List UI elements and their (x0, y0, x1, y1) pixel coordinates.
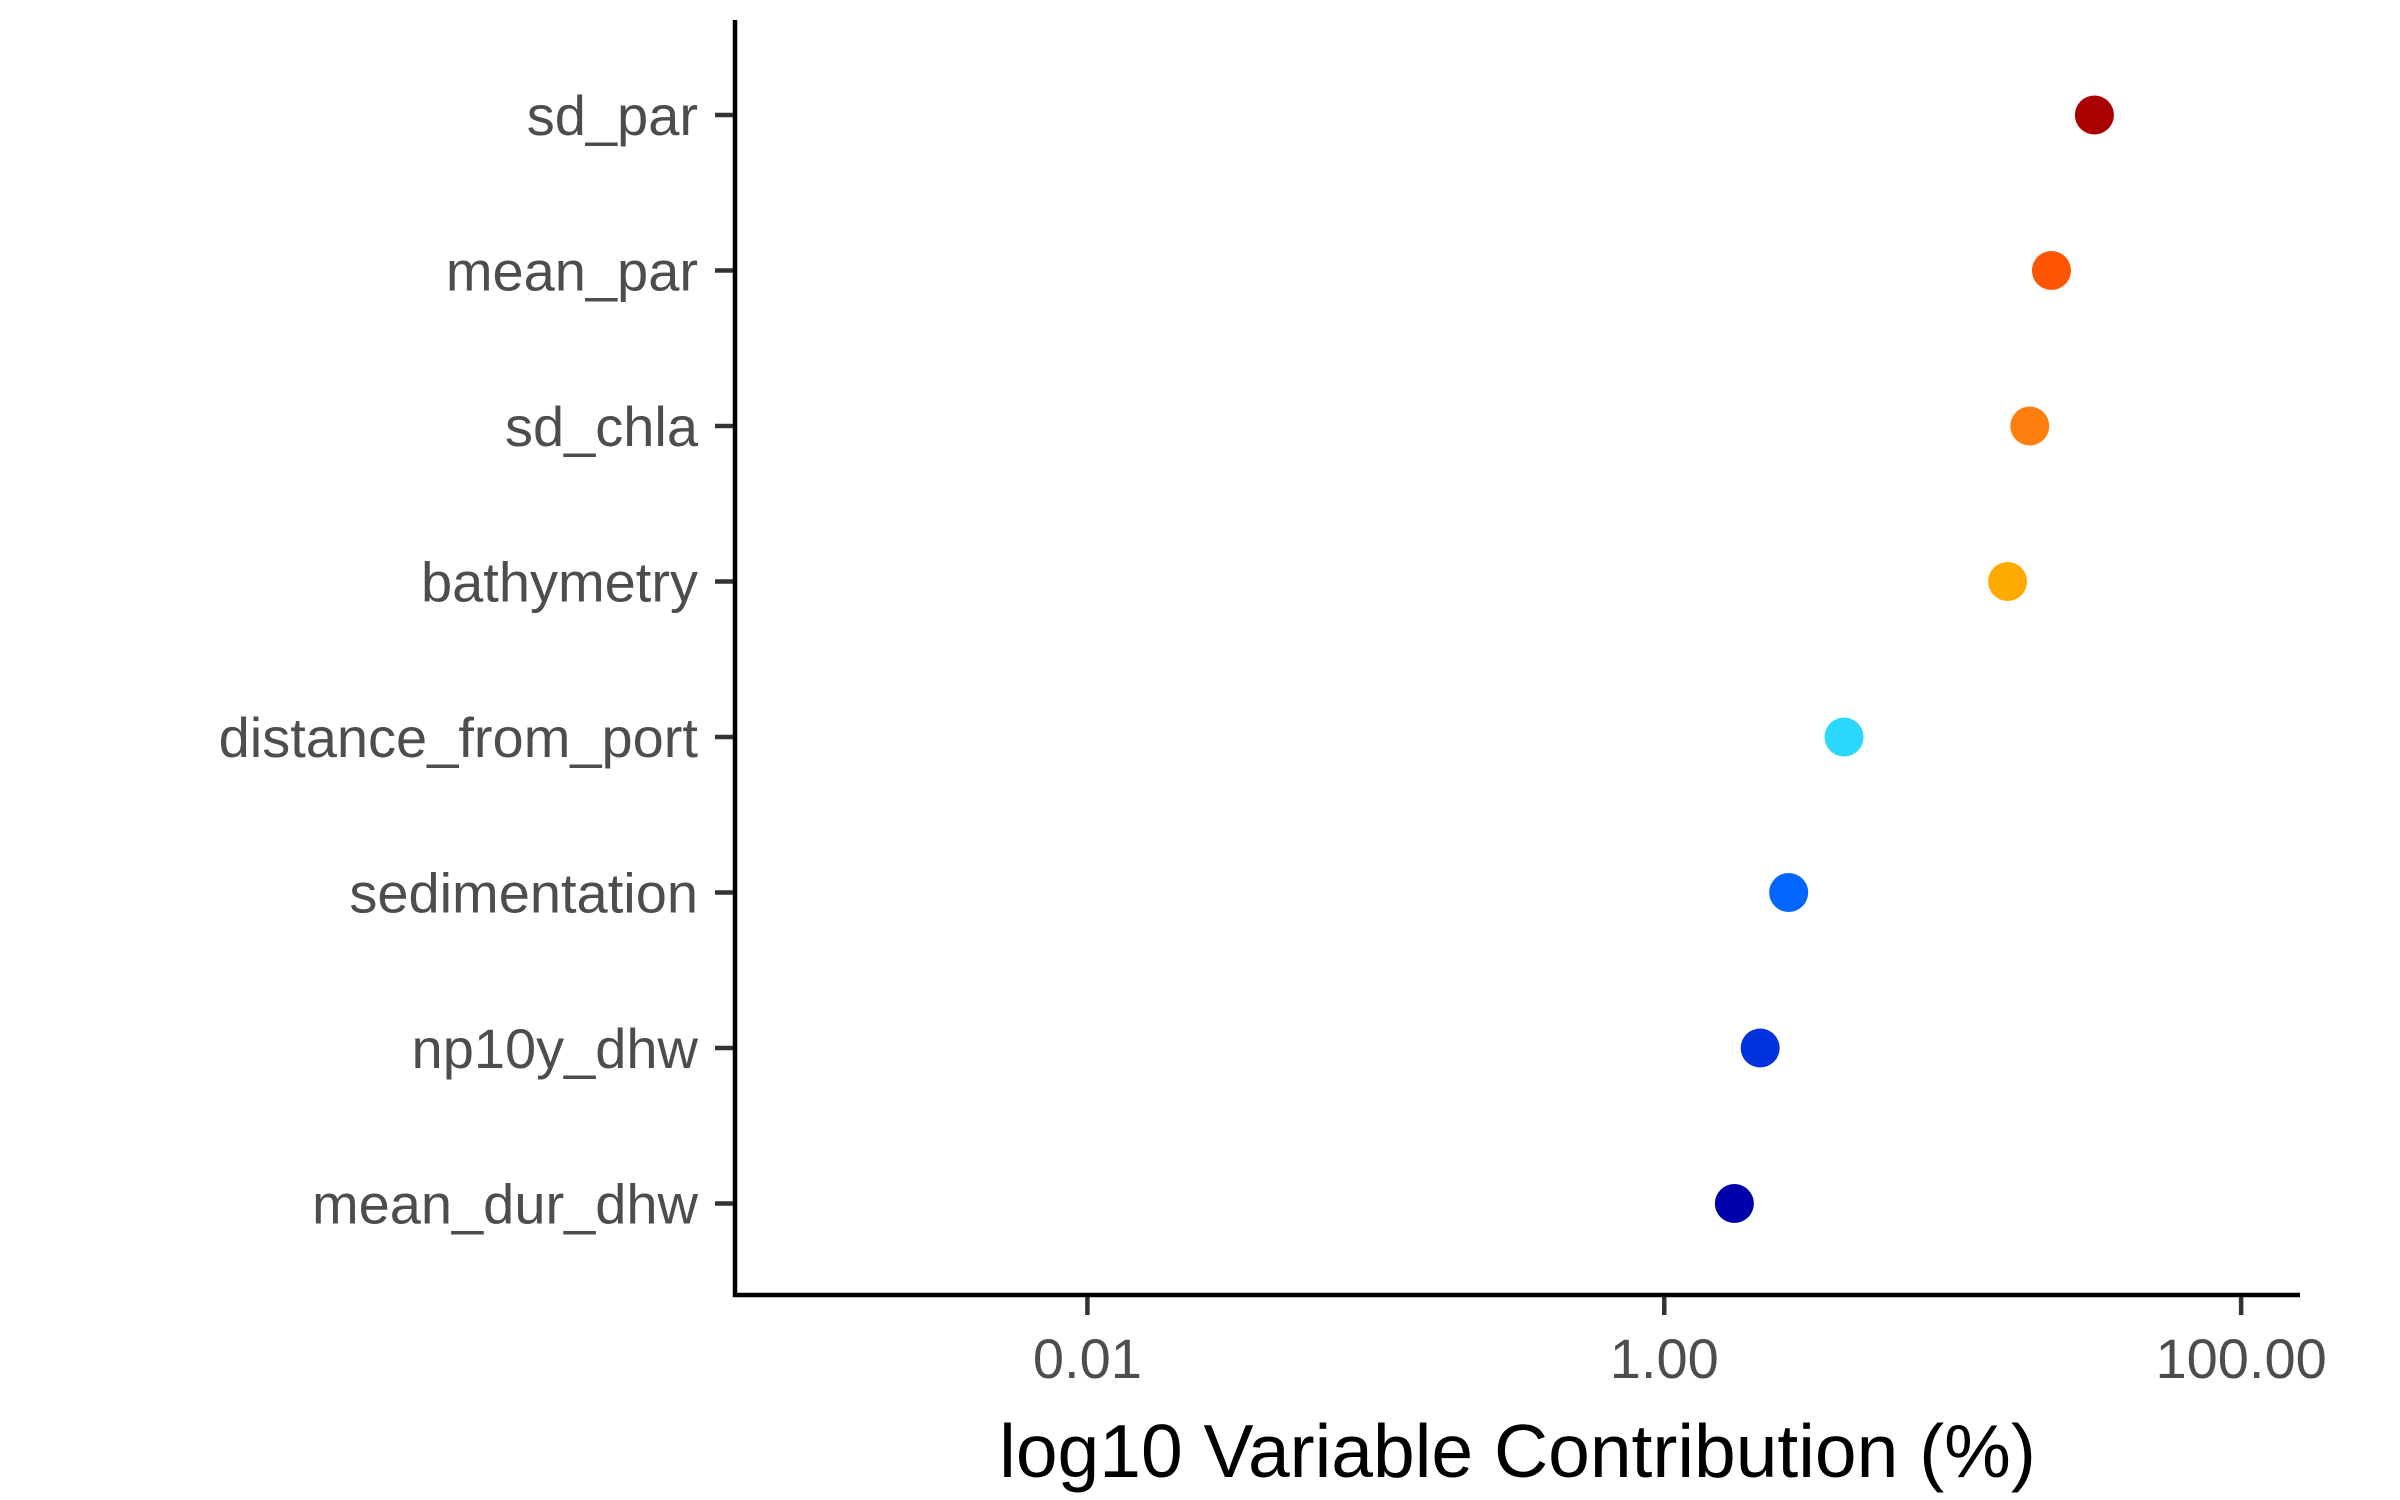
y-tick-label-mean-par: mean_par (446, 240, 698, 303)
data-point-np10y-dhw (1740, 1028, 1780, 1068)
data-point-distance-from-port (1824, 717, 1864, 757)
y-tick-label-mean-dur-dhw: mean_dur_dhw (312, 1173, 699, 1236)
x-axis-title: log10 Variable Contribution (%) (999, 1409, 2036, 1493)
data-points (1714, 95, 2114, 1223)
x-tick-label: 1.00 (1610, 1327, 1719, 1390)
y-tick-label-sedimentation: sedimentation (349, 862, 698, 925)
y-tick-label-bathymetry: bathymetry (421, 551, 698, 614)
x-tick-label: 100.00 (2155, 1327, 2326, 1390)
y-axis-ticks: sd_par mean_par sd_chla bathymetry distance_… (219, 84, 735, 1236)
data-point-bathymetry (1988, 562, 2028, 601)
x-tick-label: 0.01 (1033, 1327, 1142, 1390)
data-point-sedimentation (1769, 873, 1809, 912)
data-point-mean-dur-dhw (1714, 1184, 1754, 1223)
y-tick-label-distance-from-port: distance_from_port (219, 706, 699, 769)
data-point-mean-par (2031, 251, 2071, 290)
data-point-sd-chla (2010, 406, 2050, 446)
y-tick-label-sd-par: sd_par (527, 84, 698, 147)
y-tick-label-sd-chla: sd_chla (505, 395, 699, 458)
x-axis-ticks: 0.01 1.00 100.00 (1033, 1295, 2327, 1390)
y-tick-label-np10y-dhw: np10y_dhw (412, 1017, 699, 1080)
data-point-sd-par (2074, 95, 2114, 135)
